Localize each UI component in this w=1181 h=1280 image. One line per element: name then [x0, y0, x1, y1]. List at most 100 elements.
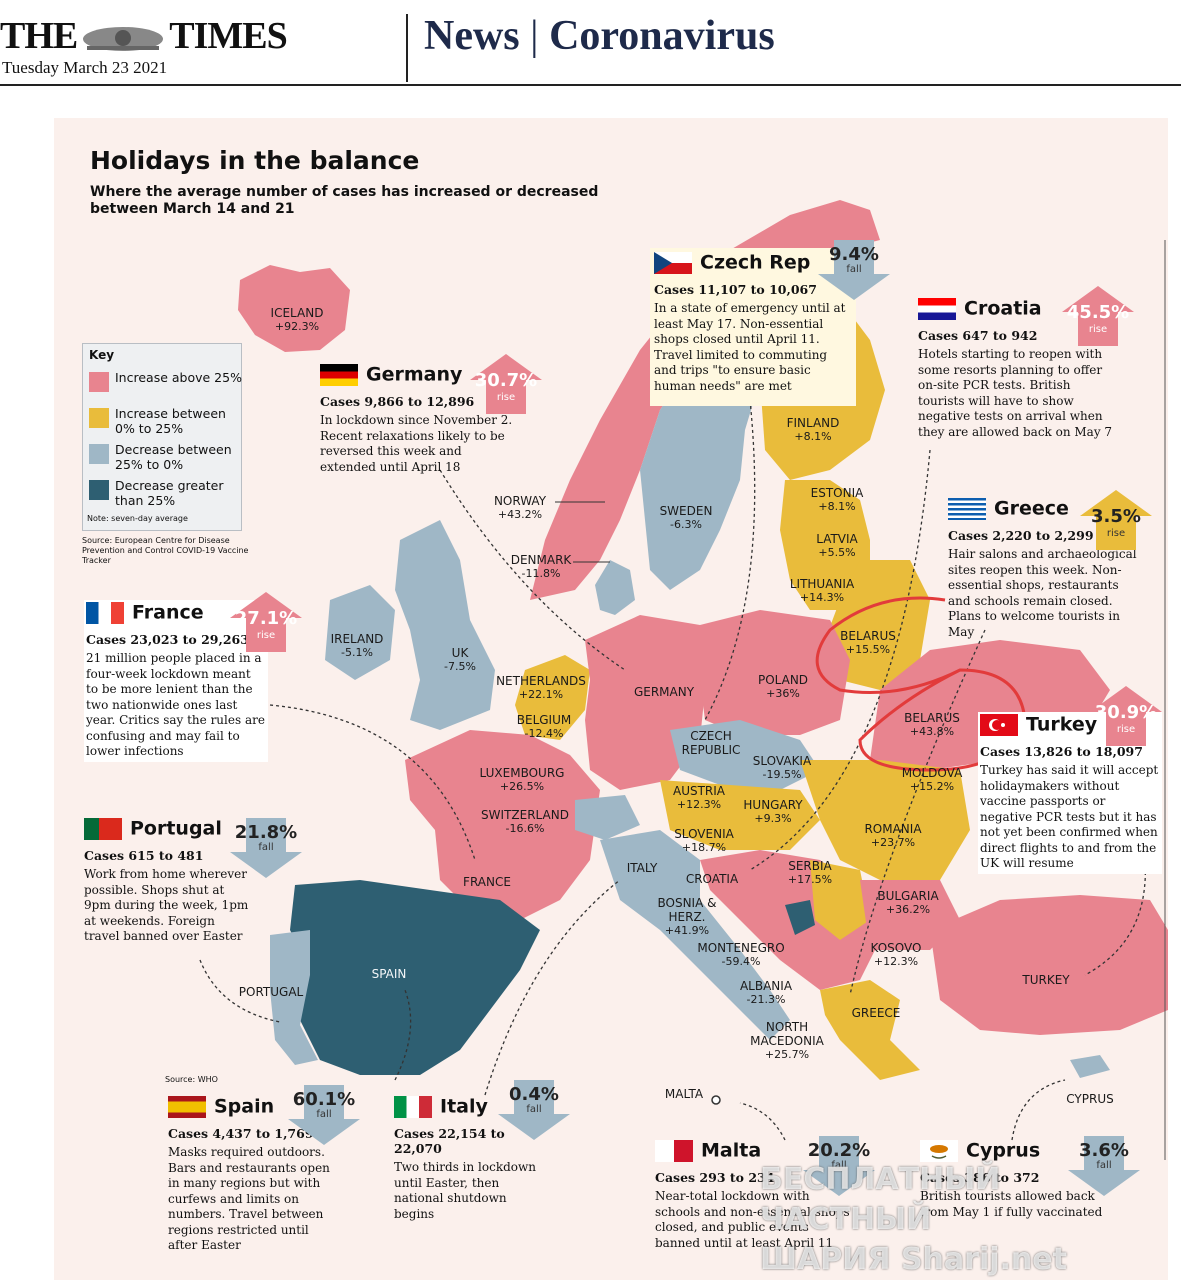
map-label-lithuania: LITHUANIA +14.3%	[789, 577, 855, 604]
red-scribble-annotation	[815, 596, 1027, 772]
logo-word-times: TIMES	[169, 15, 287, 57]
description-text: In a state of emergency until at least M…	[654, 301, 846, 393]
map-region-italy	[600, 830, 790, 1040]
pct-value: 3.5%	[1091, 506, 1141, 527]
arrow-portugal	[199, 959, 281, 1023]
croatia-flag-icon	[918, 298, 956, 320]
arrow-croatia	[749, 449, 931, 871]
country-box-cyprus: Cyprus Cases 386 to 372 British tourists…	[920, 1140, 1120, 1220]
map-label-hungary: HUNGARY +9.3%	[743, 798, 803, 825]
country-box-greece: Greece Cases 2,220 to 2,299 Hair salons …	[948, 498, 1140, 640]
key-swatch	[89, 372, 109, 392]
country-heading: Germany	[320, 364, 520, 390]
map-label-serbia: SERBIA +17.5%	[787, 859, 833, 886]
map-label-finland: FINLAND +8.1%	[786, 416, 840, 443]
crest-icon	[83, 27, 164, 52]
graphic-subtitle: Where the average number of cases has in…	[90, 184, 599, 217]
map-key: Key Increase above 25% Increase between …	[82, 343, 242, 531]
country-box-germany: Germany Cases 9,866 to 12,896 In lockdow…	[320, 364, 520, 475]
map-label-turkey: TURKEY	[1022, 973, 1070, 987]
description-text: Hotels starting to reopen with some reso…	[918, 347, 1113, 439]
map-region-cyprus	[1070, 1055, 1110, 1078]
map-region-montenegro	[785, 900, 815, 935]
map-label-montenegro: MONTENEGRO -59.4%	[697, 941, 785, 968]
map-label-greece: GREECE	[851, 1006, 901, 1020]
section-label[interactable]: News	[424, 13, 520, 59]
germany-flag-icon	[320, 364, 358, 386]
country-box-spain: Spain Cases 4,437 to 1,769 Masks require…	[168, 1096, 338, 1254]
map-region-france	[405, 730, 600, 920]
pct-value: 9.4%	[829, 244, 879, 265]
map-region-belarus-north	[825, 560, 930, 690]
map-region-benelux	[515, 655, 590, 740]
map-label-slovakia: SLOVAKIA -19.5%	[752, 754, 812, 781]
country-heading: Cyprus	[920, 1140, 1120, 1166]
cases-text: Cases 386 to 372	[920, 1170, 1040, 1185]
pct-value: 20.2%	[807, 1140, 871, 1161]
subsection-label[interactable]: Coronavirus	[549, 13, 775, 59]
key-swatch	[89, 408, 109, 428]
description-text: Hair salons and archaeological sites reo…	[948, 547, 1137, 639]
map-label-belarus-north: BELARUS +15.5%	[840, 629, 896, 656]
cases-text: Cases 13,826 to 18,097	[980, 744, 1143, 759]
pct-direction: fall	[1096, 1160, 1112, 1171]
publication-date: Tuesday March 23 2021	[2, 58, 168, 77]
country-heading: Italy	[394, 1096, 546, 1122]
map-label-luxembourg: LUXEMBOURG +26.5%	[479, 766, 565, 793]
turkey-rise-arrow: 30.9% rise	[1090, 686, 1162, 746]
map-region-greece	[820, 980, 920, 1080]
turkey-flag-icon	[980, 714, 1018, 736]
pct-direction: fall	[258, 842, 274, 853]
map-region-austria-hungary	[660, 780, 820, 850]
map-label-latvia: LATVIA +5.5%	[816, 532, 858, 559]
description-text: In lockdown since November 2. Recent rel…	[320, 413, 513, 474]
portugal-fall-arrow: 21.8% fall	[230, 818, 302, 878]
pct-value: 3.6%	[1079, 1140, 1129, 1161]
pct-value: 30.7%	[474, 370, 538, 391]
map-label-bosnia: BOSNIA & HERZ. +41.9%	[657, 896, 717, 937]
pct-direction: fall	[846, 264, 862, 275]
map-label-malta: MALTA	[664, 1087, 704, 1101]
times-logo: THE TIMES	[0, 14, 288, 58]
key-label: Increase between 0% to 25%	[115, 406, 226, 436]
country-box-france: France Cases 23,023 to 29,263 21 million…	[84, 600, 268, 762]
map-region-denmark	[595, 560, 635, 615]
arrow-spain	[394, 989, 412, 1081]
cases-text: Cases 2,220 to 2,299	[948, 528, 1094, 543]
map-label-denmark: DENMARK -11.8%	[510, 553, 572, 580]
masthead-divider	[406, 14, 408, 82]
portugal-flag-icon	[84, 818, 122, 840]
italy-fall-arrow: 0.4% fall	[498, 1080, 570, 1140]
arrow-czech	[704, 399, 756, 721]
czech-fall-arrow: 9.4% fall	[818, 240, 890, 300]
map-region-uk	[395, 520, 495, 730]
country-heading: Czech Rep	[654, 252, 852, 278]
country-heading: Croatia	[918, 298, 1118, 324]
country-heading: Turkey	[980, 714, 1160, 740]
pct-value: 21.8%	[234, 822, 298, 843]
map-label-romania: ROMANIA +23.7%	[864, 822, 922, 849]
arrow-france	[269, 704, 476, 861]
map-label-portugal: PORTUGAL	[238, 985, 304, 999]
pct-direction: rise	[1088, 324, 1108, 335]
arrow-malta	[739, 1102, 786, 1141]
croatia-rise-arrow: 45.5% rise	[1062, 286, 1134, 346]
cases-text: Cases 293 to 234	[655, 1170, 775, 1185]
greece-flag-icon	[948, 498, 986, 520]
map-region-iceland	[238, 265, 350, 352]
spain-flag-icon	[168, 1096, 206, 1118]
country-box-malta: Malta Cases 293 to 234 Near-total lockdo…	[655, 1140, 855, 1251]
map-label-germany: GERMANY	[633, 685, 695, 699]
description-text: Work from home wherever possible. Shops …	[84, 867, 249, 943]
country-box-portugal: Portugal Cases 615 to 481 Work from home…	[84, 818, 254, 945]
description-text: Masks required outdoors. Bars and restau…	[168, 1145, 330, 1252]
section-separator: |	[519, 13, 550, 59]
map-label-czech-republic: CZECH REPUBLIC	[681, 729, 741, 757]
map-label-cyprus: CYPRUS	[1066, 1092, 1114, 1106]
pct-direction: rise	[256, 630, 276, 641]
pct-value: 60.1%	[292, 1089, 356, 1110]
cases-text: Cases 647 to 942	[918, 328, 1038, 343]
key-note: Note: seven-day average	[87, 514, 188, 523]
country-heading: Greece	[948, 498, 1140, 524]
cases-text: Cases 11,107 to 10,067	[654, 282, 817, 297]
